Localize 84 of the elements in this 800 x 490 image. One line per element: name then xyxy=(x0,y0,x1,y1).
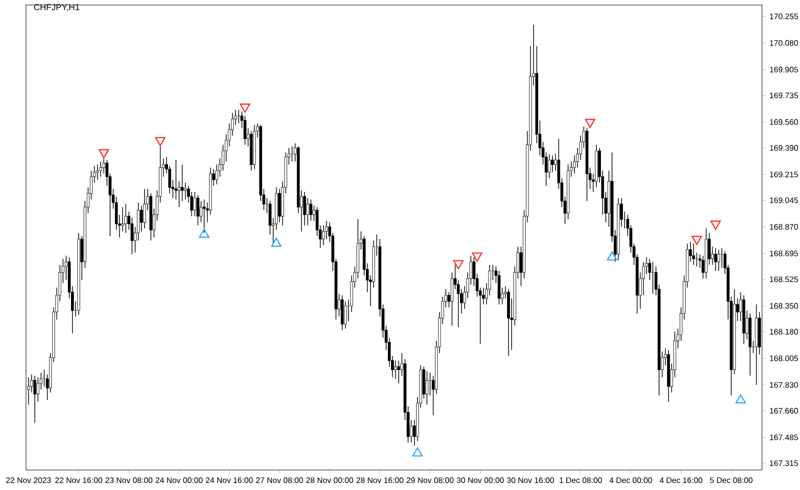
y-tick-label: 169.905 xyxy=(770,66,798,72)
candlestick xyxy=(498,270,501,305)
candlestick xyxy=(412,419,416,446)
point xyxy=(98,149,110,158)
candlestick xyxy=(196,194,200,226)
candlestick xyxy=(237,109,240,124)
candlestick xyxy=(309,199,312,222)
y-tick-label: 167.485 xyxy=(770,434,798,440)
y-tick-label: 168.525 xyxy=(770,276,798,282)
candlestick xyxy=(36,376,40,402)
candlestick xyxy=(322,224,325,246)
candlestick xyxy=(140,205,143,232)
y-tick-label: 170.080 xyxy=(770,40,798,46)
point xyxy=(412,447,423,457)
candlestick xyxy=(46,374,49,400)
candlestick xyxy=(278,188,281,223)
y-tick-label: 167.315 xyxy=(770,460,798,466)
candlestick xyxy=(99,161,102,178)
candlestick xyxy=(306,198,310,226)
candlestick xyxy=(714,248,717,272)
x-tick-label: 4 Dec 00:00 xyxy=(609,477,652,484)
y-tick-label: 169.045 xyxy=(770,197,798,204)
chart-title: CHFJPY,H1 xyxy=(34,4,80,12)
candlestick xyxy=(80,236,84,280)
x-tick-label: 22 Nov 2023 xyxy=(6,477,51,484)
x-tick-label: 29 Nov 08:00 xyxy=(406,477,454,484)
point xyxy=(735,394,746,404)
candlestick xyxy=(551,155,554,173)
y-tick-label: 168.005 xyxy=(770,355,798,362)
candlestick xyxy=(212,168,216,186)
candlestick xyxy=(702,255,704,279)
x-tick-label: 27 Nov 08:00 xyxy=(256,477,303,484)
candlestick xyxy=(651,261,654,294)
y-tick-label: 169.560 xyxy=(770,119,798,125)
candlestick xyxy=(202,199,206,234)
candlestick xyxy=(520,246,522,286)
y-tick-label: 168.695 xyxy=(770,250,798,256)
candlestick xyxy=(689,242,692,262)
point xyxy=(710,220,721,230)
candlestick xyxy=(736,298,739,322)
candlestick xyxy=(96,164,99,180)
candlestick xyxy=(193,192,196,217)
candlestick xyxy=(174,160,178,200)
y-tick-label: 167.660 xyxy=(770,408,798,414)
candlestick xyxy=(432,375,435,416)
y-tick-label: 169.215 xyxy=(770,172,798,178)
candlestick xyxy=(184,182,187,200)
candlestick xyxy=(620,198,623,228)
candlestick xyxy=(121,206,124,232)
point xyxy=(240,104,250,113)
x-tick-label: 5 Dec 08:00 xyxy=(710,477,753,484)
y-tick-label: 169.390 xyxy=(770,145,798,151)
candlestick xyxy=(344,300,347,330)
x-tick-label: 28 Nov 00:00 xyxy=(306,477,354,484)
y-tick-label: 168.180 xyxy=(770,328,798,335)
candlestick xyxy=(394,360,397,380)
x-tick-label: 4 Dec 16:00 xyxy=(660,477,702,484)
candlestick xyxy=(143,188,146,229)
x-tick-label: 24 Nov 16:00 xyxy=(206,477,253,484)
y-tick-label: 167.830 xyxy=(770,382,798,388)
point xyxy=(584,118,596,128)
candlestick xyxy=(692,243,696,266)
point xyxy=(453,260,464,270)
x-tick-label: 24 Nov 00:00 xyxy=(156,477,203,484)
candlestick xyxy=(447,292,450,308)
point xyxy=(155,136,166,146)
x-tick-label: 30 Nov 00:00 xyxy=(456,477,504,484)
candlestick xyxy=(33,375,36,424)
candlestick xyxy=(102,158,106,174)
x-tick-label: 22 Nov 16:00 xyxy=(55,477,102,484)
x-tick-label: 30 Nov 16:00 xyxy=(506,477,554,484)
y-tick-label: 168.870 xyxy=(770,224,798,230)
y-tick-label: 169.735 xyxy=(770,92,798,98)
x-tick-label: 28 Nov 16:00 xyxy=(356,477,404,484)
y-tick-label: 168.350 xyxy=(770,303,798,309)
candlestick xyxy=(426,370,428,406)
candlestick xyxy=(708,232,711,266)
candlestick xyxy=(548,154,551,179)
x-tick-label: 1 Dec 08:00 xyxy=(560,477,602,484)
y-tick-label: 170.255 xyxy=(770,14,798,20)
point xyxy=(472,252,482,262)
x-tick-label: 23 Nov 08:00 xyxy=(106,477,152,484)
candlestick xyxy=(244,116,246,146)
point xyxy=(692,236,702,245)
